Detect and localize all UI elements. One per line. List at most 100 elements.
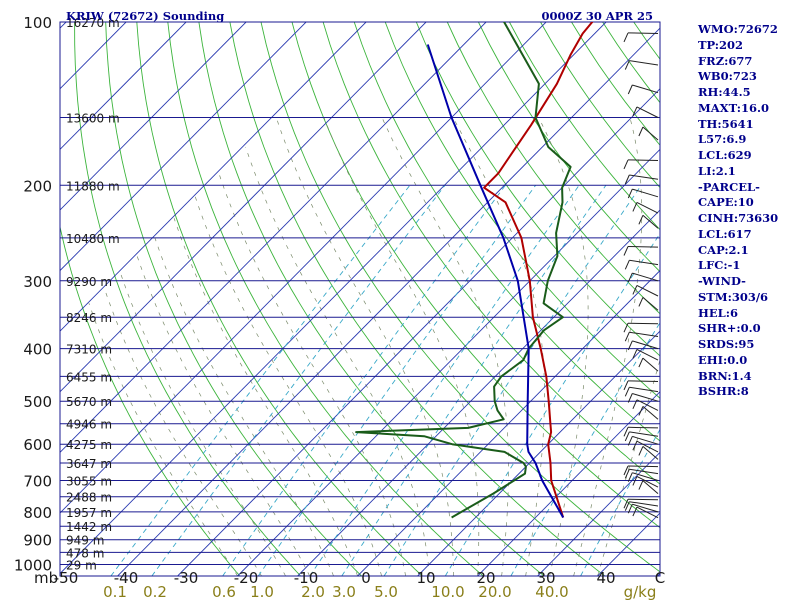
wind-barb-flag [623, 159, 629, 170]
pressure-tick-label: 300 [23, 273, 52, 291]
dry-adiabat [229, 22, 606, 576]
wind-barb [632, 272, 659, 282]
index-item: LFC:-1 [698, 258, 741, 273]
wind-barb [642, 480, 659, 494]
index-item: CAP:2.1 [698, 242, 749, 257]
dry-adiabat [477, 22, 660, 273]
wind-barb-flag [632, 349, 638, 359]
isotherm [117, 27, 660, 576]
height-label: 16270 m [66, 16, 120, 30]
dry-adiabat [74, 22, 301, 576]
wind-barb [636, 106, 659, 118]
moist-adiabat [120, 272, 286, 576]
pressure-tick-label: 100 [23, 14, 52, 32]
wind-barb [642, 214, 659, 229]
temperature-tick-label: -10 [294, 569, 319, 587]
dry-adiabat [105, 22, 362, 576]
wind-barb-flag [638, 215, 644, 225]
height-label: 949 m [66, 534, 104, 548]
mixing-ratio-line [257, 185, 536, 576]
trace-dewpoint [355, 22, 572, 519]
mixing-ratio-label: 2.0 [301, 583, 325, 600]
wind-barb [642, 446, 659, 460]
height-label: 478 m [66, 546, 104, 560]
wind-barb-flag [638, 297, 644, 307]
temperature-tick-label: 30 [536, 569, 555, 587]
wind-barb [632, 340, 659, 350]
wind-barb [627, 465, 659, 468]
pressure-tick-label: 500 [23, 393, 52, 411]
mixing-ratio-line [110, 185, 411, 576]
mixing-ratio-label: 0.2 [143, 583, 167, 600]
isotherm [60, 22, 247, 211]
sounding-traces [355, 22, 594, 519]
height-label: 10480 m [66, 232, 120, 246]
wind-barb-flag [627, 84, 633, 95]
dry-adiabat [384, 22, 660, 399]
dry-adiabat [446, 22, 660, 315]
mixing-ratio-line [309, 185, 580, 576]
trace-temperature [483, 22, 594, 518]
wind-barb [629, 431, 659, 437]
dry-adiabat [322, 22, 660, 485]
index-item: -PARCEL- [698, 179, 760, 194]
index-item: MAXT:16.0 [698, 100, 769, 115]
isotherm [60, 22, 187, 151]
height-label: 3055 m [66, 475, 112, 489]
mixing-ratio-label: 0.1 [103, 583, 127, 600]
header-time: 0000Z 30 APR 25 [541, 9, 653, 23]
index-item: L57:6.9 [698, 132, 747, 147]
height-label: 4946 m [66, 418, 112, 432]
index-item: CINH:73630 [698, 211, 779, 225]
wind-barb [627, 322, 659, 325]
isotherm [177, 88, 660, 576]
index-item: BRN:1.4 [698, 368, 752, 383]
wind-barb-flag [623, 32, 629, 43]
mixing-ratio-line [222, 185, 506, 576]
isotherm [297, 209, 660, 576]
temperature-tick-label: 40 [596, 569, 615, 587]
wind-barb [632, 84, 659, 94]
pressure-tick-label: 600 [23, 436, 52, 454]
mixing-ratio-unit: g/kg [624, 583, 657, 600]
index-item: -WIND- [698, 274, 746, 288]
wind-barbs [623, 32, 659, 519]
pressure-tick-label: 700 [23, 473, 52, 491]
isobar-lines [60, 22, 660, 565]
wind-barb [632, 472, 659, 481]
height-label: 29 m [66, 559, 97, 573]
wind-barb [629, 174, 659, 180]
moist-adiabat [104, 288, 262, 576]
wind-barb-flag [632, 202, 638, 212]
isotherm [537, 451, 660, 576]
moist-adiabat [245, 146, 430, 576]
wind-barb [642, 297, 659, 311]
sounding-indices: WMO:72672 TP:202 FRZ:677 WB0:723 RH:44.5 MAXT… [698, 22, 798, 400]
dry-adiabat [167, 22, 484, 576]
wind-barb-flag [627, 393, 633, 403]
temperature-tick-label: -50 [54, 569, 79, 587]
wind-barb-flag [624, 387, 630, 397]
wind-barb [632, 393, 659, 402]
index-item: WB0:723 [698, 69, 757, 84]
pressure-tick-label: 900 [23, 532, 52, 550]
height-label: 4275 m [66, 438, 112, 452]
mixing-ratio-label: 40.0 [535, 583, 568, 600]
isotherm [60, 22, 307, 272]
index-item: HEL:6 [698, 305, 738, 320]
wind-barb [629, 259, 659, 266]
plot-border [59, 21, 661, 577]
temperature-tick-label: -20 [234, 569, 259, 587]
height-label: 3647 m [66, 457, 112, 471]
wind-barb [642, 126, 659, 141]
isotherm [60, 22, 427, 393]
mixing-ratio-label: 5.0 [374, 583, 398, 600]
wind-barb [642, 406, 659, 420]
wind-barb [627, 498, 659, 501]
mixing-ratio-line [510, 321, 660, 576]
wind-barb-flag [624, 60, 630, 70]
index-item: TH:5641 [698, 116, 754, 131]
wind-barb [629, 60, 659, 66]
